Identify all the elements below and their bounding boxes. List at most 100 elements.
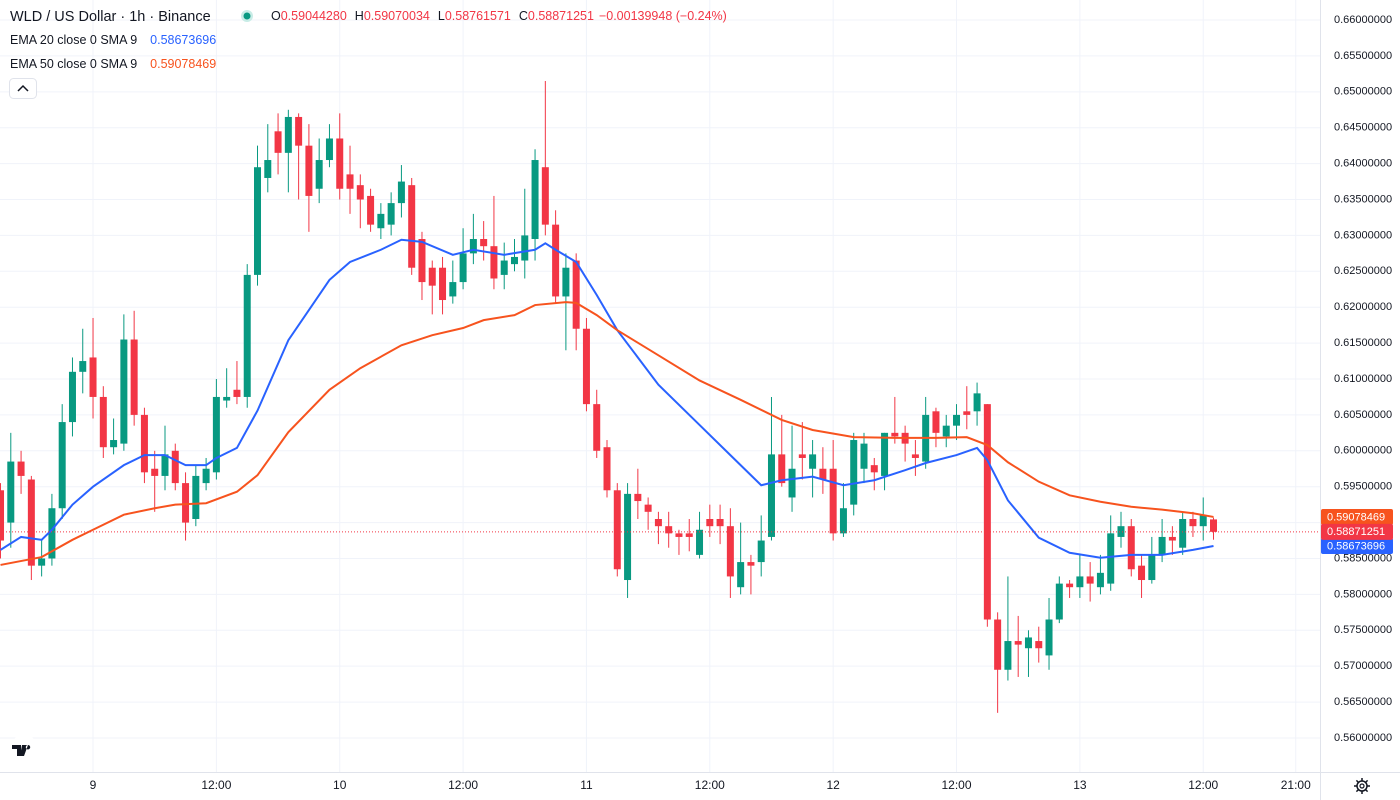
candle-body (58, 422, 66, 509)
candle-body (593, 404, 601, 451)
candle-body (685, 533, 693, 537)
x-tick-label: 21:00 (1281, 778, 1311, 792)
logo[interactable] (9, 735, 39, 765)
candle-body (1086, 576, 1094, 584)
candle-body (510, 256, 518, 265)
legend-value: 0.59078469 (150, 57, 216, 71)
y-tick-label: 0.57500000 (1334, 624, 1392, 636)
candle-body (1045, 619, 1053, 656)
y-tick-label: 0.65500000 (1334, 50, 1392, 62)
candle-body (469, 239, 477, 254)
candle-body (264, 160, 272, 178)
candle-body (788, 468, 796, 498)
status-dot (243, 12, 251, 20)
y-tick-label: 0.56000000 (1334, 732, 1392, 744)
y-tick-label: 0.66000000 (1334, 14, 1392, 26)
candle-body (1024, 637, 1032, 649)
ema-line (0, 238, 1214, 559)
y-tick-label: 0.64500000 (1334, 122, 1392, 134)
candle-body (1189, 518, 1197, 527)
y-tick-label: 0.57000000 (1334, 660, 1392, 672)
candle-body (1179, 518, 1187, 548)
candle-body (654, 518, 662, 527)
candle-body (38, 558, 46, 566)
legend-entry: EMA 20 close 0 SMA 9 0.58673696 (10, 33, 216, 47)
x-tick-label: 13 (1073, 778, 1087, 792)
y-tick-label: 0.61000000 (1334, 373, 1392, 385)
candle-body (541, 167, 549, 225)
candle-body (552, 224, 560, 297)
readout-change: −0.00139948 (−0.24%) (599, 9, 727, 23)
candle-body (1014, 641, 1022, 645)
collapse-button[interactable] (9, 78, 37, 99)
candle-body (644, 504, 652, 512)
candle-body (963, 411, 971, 415)
readout-value: 0.58871251 (528, 9, 594, 23)
candle-body (1004, 641, 1012, 670)
y-tick-label: 0.59500000 (1334, 481, 1392, 493)
candle-body (1107, 533, 1115, 584)
settings-button[interactable] (1354, 778, 1370, 794)
candle-body (274, 131, 282, 153)
candle-body (1210, 519, 1218, 532)
candle-body (706, 518, 714, 527)
candle-body (1117, 526, 1125, 537)
price-tag (1321, 508, 1393, 525)
candle-body (767, 454, 775, 537)
y-tick-label: 0.56500000 (1334, 696, 1392, 708)
candle-body (110, 440, 118, 448)
x-tick-label: 12:00 (941, 778, 971, 792)
candle-body (1127, 526, 1135, 570)
y-tick-label: 0.62500000 (1334, 265, 1392, 277)
ohlc-readout: O0.59044280 H0.59070034 L0.58761571 C0.5887… (271, 9, 727, 23)
candle-body (1055, 583, 1063, 620)
candle-body (624, 493, 632, 581)
candle-body (953, 414, 961, 426)
candle-body (798, 454, 806, 458)
candle-body (89, 357, 97, 397)
candle-body (428, 267, 436, 286)
candle-body (881, 432, 889, 476)
candle-body (1148, 554, 1156, 581)
price-tag-label: 0.58871251 (1327, 526, 1385, 538)
candle-body (603, 447, 611, 491)
candle-body (17, 461, 25, 476)
candle-body (747, 562, 755, 566)
plot (0, 81, 1320, 713)
candle-body (367, 195, 375, 225)
candle-body (809, 454, 817, 469)
candle-body (130, 339, 138, 415)
candle-body (490, 246, 498, 279)
readout-key: C (519, 9, 528, 23)
candle-body (408, 185, 416, 268)
candle-body (1066, 583, 1074, 588)
candle-body (716, 518, 724, 527)
candle-body (911, 454, 919, 458)
candle-body (151, 468, 159, 476)
y-tick-label: 0.58500000 (1334, 552, 1392, 564)
candle-body (737, 562, 745, 588)
candle-body (778, 454, 786, 484)
candle-body (202, 468, 210, 484)
candle-body (7, 461, 15, 523)
grid (0, 0, 1320, 772)
candle-body (613, 490, 621, 570)
candle-body (336, 138, 344, 189)
candle-body (284, 116, 292, 153)
candle-body (562, 267, 570, 297)
candle-body (531, 160, 539, 240)
candle-body (757, 540, 765, 563)
readout-key: H (355, 9, 364, 23)
candle-body (634, 493, 642, 502)
legend-name: EMA 50 close 0 SMA 9 (10, 57, 137, 71)
y-tick-label: 0.63500000 (1334, 193, 1392, 205)
x-tick-label: 12:00 (201, 778, 231, 792)
candle-body (870, 465, 878, 473)
header: WLD / US Dollar · 1h · Binance (10, 9, 211, 25)
candle-body (665, 526, 673, 534)
candle-body (315, 160, 323, 189)
candle-body (397, 181, 405, 204)
y-tick-label: 0.65000000 (1334, 86, 1392, 98)
